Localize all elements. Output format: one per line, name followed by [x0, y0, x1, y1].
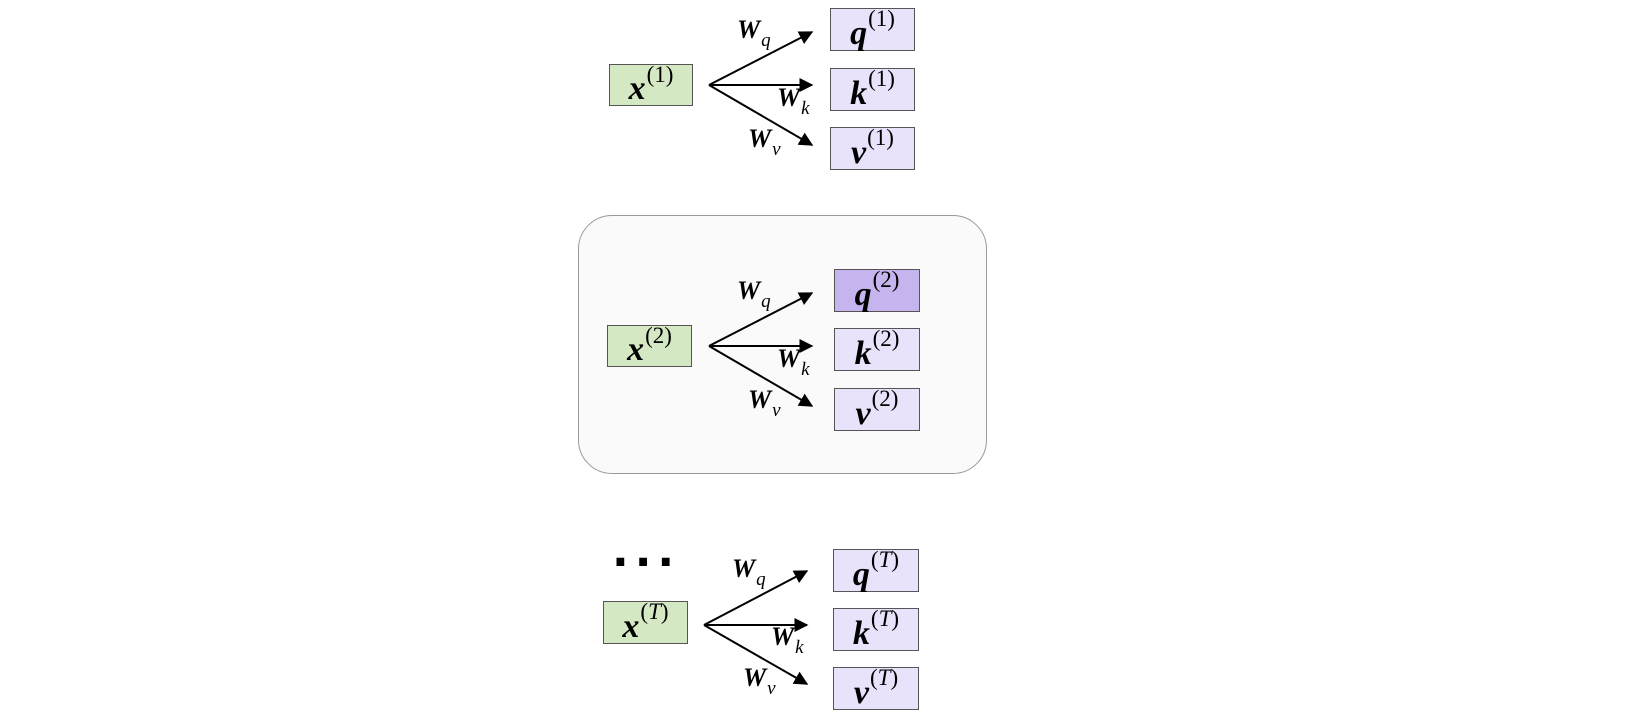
weight-label-k: Wk	[777, 344, 810, 380]
weight-label-q: Wq	[737, 276, 771, 312]
weight-label-v: Wv	[748, 124, 781, 160]
input-box-xT: x (T)	[603, 600, 688, 644]
weight-label-q: Wq	[732, 554, 766, 590]
weight-label-v: Wv	[748, 385, 781, 421]
arrow-q-T	[703, 570, 809, 626]
arrow-q-2	[708, 292, 814, 347]
arrow-q-1	[708, 31, 814, 86]
weight-label-v: Wv	[743, 663, 776, 699]
weight-label-q: Wq	[737, 15, 771, 51]
weight-label-k: Wk	[771, 622, 804, 658]
output-box-q1: q (1)	[830, 7, 915, 51]
ellipsis: ...	[612, 526, 681, 577]
input-index: 1	[654, 61, 666, 87]
output-box-v2: v (2)	[834, 387, 920, 431]
output-box-v1: v (1)	[830, 126, 915, 170]
arrow-v-T	[703, 624, 809, 685]
weight-label-k: Wk	[777, 83, 810, 119]
arrow-v-2	[708, 345, 814, 407]
input-symbol: x	[628, 70, 646, 107]
output-box-k1: k (1)	[830, 67, 915, 111]
output-box-q2-highlighted: q (2)	[834, 268, 920, 312]
output-box-k2: k (2)	[834, 327, 920, 371]
output-box-kT: k (T)	[833, 607, 919, 651]
output-box-vT: v (T)	[833, 666, 919, 710]
input-box-x1: x (1)	[609, 61, 693, 107]
arrow-v-1	[708, 84, 814, 146]
output-box-qT: q (T)	[833, 548, 919, 592]
input-box-x2: x (2)	[607, 324, 692, 367]
